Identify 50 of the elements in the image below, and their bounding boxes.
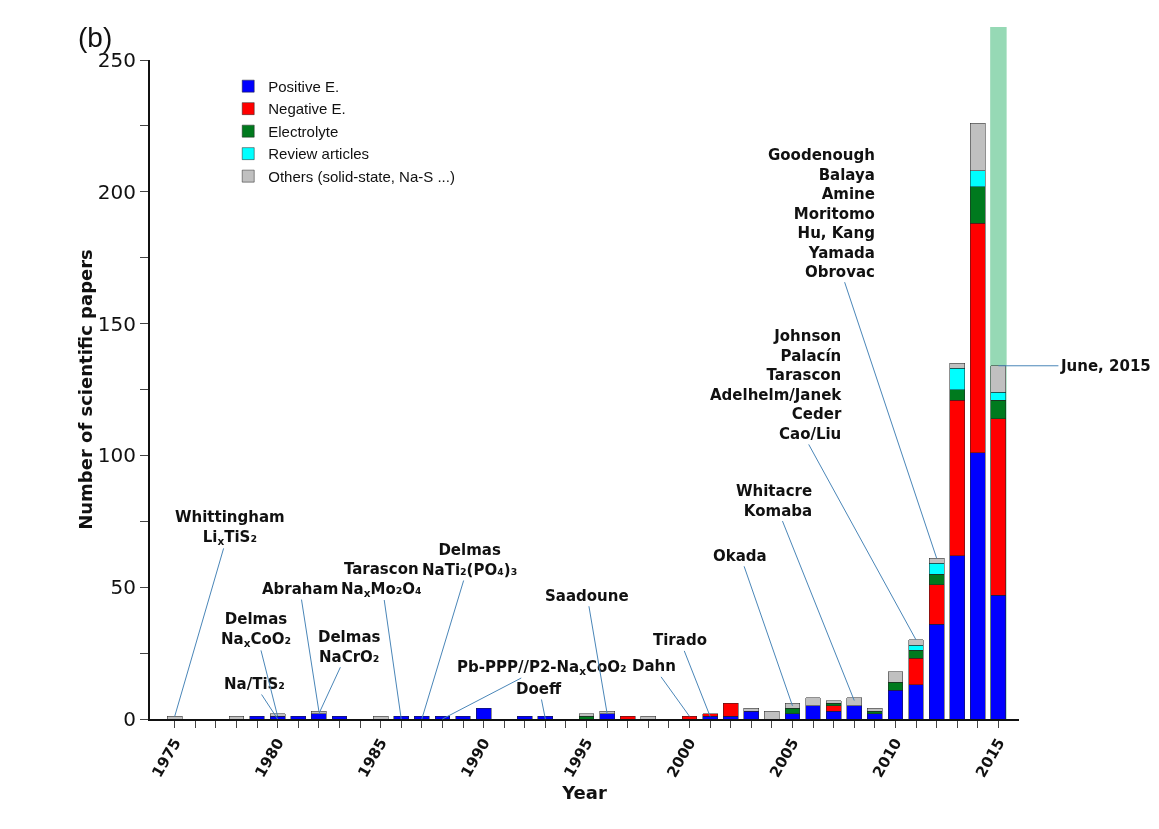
y-tick-label: 100 (97, 443, 136, 468)
bar (784, 713, 801, 719)
bar (681, 716, 698, 719)
bar (599, 713, 615, 719)
legend-label: Positive E. (268, 77, 340, 95)
bar (475, 708, 492, 719)
y-tick-label: 200 (97, 179, 136, 204)
bar (764, 710, 780, 719)
bar (640, 716, 656, 719)
bar (517, 716, 533, 719)
annotation: Na/TiS₂ (224, 675, 285, 693)
annotation: Delmas NaTi₂(PO₄)₃ (422, 541, 518, 579)
annotation: Saadoune (545, 587, 629, 605)
annotation: Pb-PPP//P2-Na$_{x}$CoO₂ (457, 658, 627, 678)
y-tick-label: 50 (110, 575, 136, 600)
annotation: Doeff (516, 680, 562, 698)
bar (331, 716, 348, 719)
bar (167, 716, 183, 719)
bar (290, 716, 306, 719)
bar (228, 716, 245, 719)
bar (743, 710, 759, 719)
bar (826, 710, 842, 719)
annotation: Johnson Palacín Tarascon Adelhelm/Janek Ceder Cao/Liu (710, 327, 843, 443)
annotation: Dahn (632, 657, 676, 675)
annotation: June, 2015 (1060, 357, 1151, 375)
annotation: Tirado (653, 631, 707, 649)
legend-label: Negative E. (268, 100, 346, 118)
y-axis-title: Number of scientific papers (74, 249, 96, 530)
bar (372, 716, 389, 719)
y-tick-label: 150 (97, 311, 136, 336)
bar (455, 716, 471, 719)
bar (723, 702, 739, 717)
legend-label: Review articles (268, 145, 370, 163)
annotation: Delmas Na$_{x}$CoO₂ (221, 610, 292, 649)
bar (414, 716, 430, 719)
bar (311, 713, 327, 719)
annotation: Whittingham Li$_{x}$TiS₂ (175, 508, 285, 547)
y-tick-label: 0 (123, 707, 136, 731)
bar (620, 716, 636, 719)
annotation: Whitacre Komaba (736, 482, 813, 520)
bar (867, 713, 883, 719)
x-axis-title: Year (561, 782, 607, 804)
annotation: Tarascon Na$_{x}$Mo₂O₄ (341, 560, 422, 599)
annotation: Delmas NaCrO₂ (318, 628, 381, 666)
annotation: Abraham (262, 580, 339, 598)
annotation: Goodenough Balaya Amine Moritomo Hu, Kang Yamada Obrovac (768, 146, 875, 281)
legend-label: Electrolyte (268, 122, 339, 140)
annotation: Okada (713, 547, 767, 565)
bar (249, 716, 265, 719)
legend-label: Others (solid-state, Na-S ...) (268, 167, 455, 185)
